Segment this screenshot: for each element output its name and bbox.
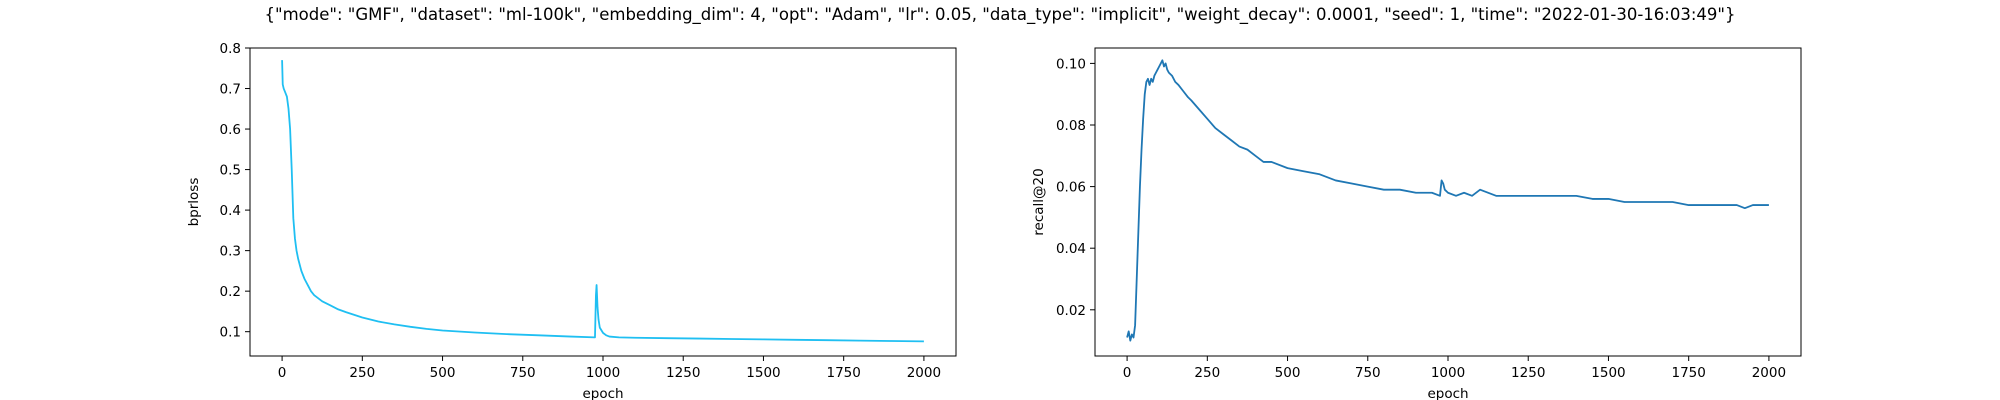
recall-subplot: 0 250 500 750 1000 1250 1500 1750 2000 0.02 0.04 0.… bbox=[1031, 47, 1802, 400]
bprloss-subplot: 0 250 500 750 1000 1250 1500 1750 2000 0.1 0.2 0.3 0… bbox=[186, 41, 957, 400]
plot-frame bbox=[249, 47, 957, 357]
y-tick-label: 0.5 bbox=[220, 163, 241, 179]
plot-frame bbox=[1094, 47, 1802, 357]
x-tick-label: 1500 bbox=[746, 365, 780, 381]
x-tick-label: 1750 bbox=[1672, 365, 1706, 381]
y-tick-label: 0.1 bbox=[220, 325, 241, 341]
x-tick-label: 500 bbox=[430, 365, 456, 381]
y-tick-label: 0.02 bbox=[1056, 303, 1086, 319]
y-tick-label: 0.7 bbox=[220, 82, 241, 98]
x-tick-label: 0 bbox=[1123, 365, 1132, 381]
x-tick-label: 1250 bbox=[666, 365, 700, 381]
y-tick-label: 0.4 bbox=[220, 203, 241, 219]
x-tick-label: 750 bbox=[510, 365, 536, 381]
x-tick-label: 2000 bbox=[1752, 365, 1786, 381]
figure-title: {"mode": "GMF", "dataset": "ml-100k", "e… bbox=[265, 5, 1736, 25]
y-tick-label: 0.04 bbox=[1056, 241, 1086, 257]
x-tick-label: 250 bbox=[349, 365, 375, 381]
x-axis-label: epoch bbox=[1427, 386, 1468, 400]
y-tick-label: 0.8 bbox=[220, 41, 241, 57]
y-tick-label: 0.06 bbox=[1056, 180, 1086, 196]
x-tick-label: 250 bbox=[1194, 365, 1220, 381]
x-tick-label: 1000 bbox=[1431, 365, 1465, 381]
y-tick-label: 0.10 bbox=[1056, 56, 1086, 72]
x-tick-label: 1750 bbox=[827, 365, 861, 381]
y-axis-label: bprloss bbox=[186, 178, 202, 227]
x-tick-label: 1000 bbox=[586, 365, 620, 381]
x-tick-label: 1250 bbox=[1511, 365, 1545, 381]
x-tick-label: 750 bbox=[1355, 365, 1381, 381]
series-line-0 bbox=[281, 60, 924, 343]
y-tick-label: 0.2 bbox=[220, 284, 241, 300]
y-tick-label: 0.6 bbox=[220, 122, 241, 138]
x-tick-label: 0 bbox=[278, 365, 287, 381]
x-tick-label: 1500 bbox=[1591, 365, 1625, 381]
y-tick-label: 0.08 bbox=[1056, 118, 1086, 134]
x-tick-label: 500 bbox=[1275, 365, 1301, 381]
y-tick-label: 0.3 bbox=[220, 244, 241, 260]
series-line-0 bbox=[1126, 59, 1769, 342]
x-tick-label: 2000 bbox=[907, 365, 941, 381]
y-axis-label: recall@20 bbox=[1031, 168, 1047, 235]
x-axis-label: epoch bbox=[582, 386, 623, 400]
